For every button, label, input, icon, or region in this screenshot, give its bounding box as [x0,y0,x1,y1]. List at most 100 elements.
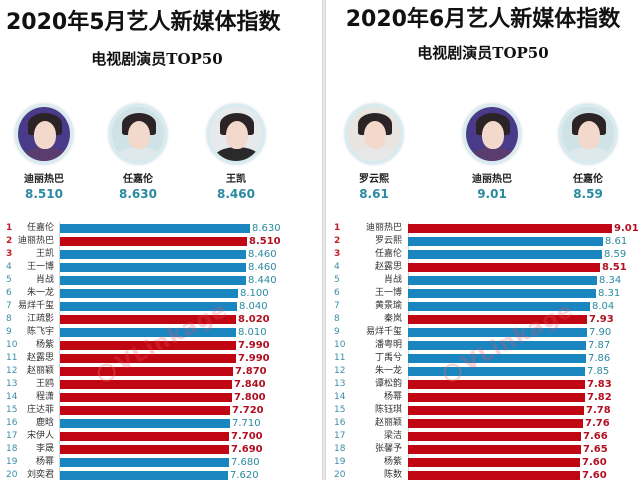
value-label: 7.76 [585,418,610,429]
artist-name: 谭松韵 [374,379,402,389]
chart-row: 9 易烊千玺 7.90 [326,326,640,339]
value-bar [408,263,600,272]
rank-number: 3 [6,249,13,259]
rank-number: 5 [334,275,340,285]
rank-number: 17 [6,431,18,441]
rank-number: 1 [6,223,13,233]
value-label: 8.460 [248,262,277,273]
chart-row: 7 易烊千玺 8.040 [0,300,322,313]
rank-number: 4 [334,262,340,272]
value-bar [408,237,603,246]
value-label: 7.78 [586,405,611,416]
value-label: 7.990 [238,340,270,351]
top3-score: 8.510 [25,187,63,201]
chart-axis-line [59,222,60,480]
chart-row: 7 黄景瑜 8.04 [326,300,640,313]
rank-number: 9 [334,327,340,337]
chart-row: 17 宋伊人 7.700 [0,430,322,443]
panel-title: 2020年5月艺人新媒体指数 [6,10,281,35]
chart-row: 4 赵露思 8.51 [326,261,640,274]
rank-number: 20 [6,470,18,480]
rank-number: 10 [6,340,18,350]
artist-name: 赵丽颖 [374,418,402,428]
value-bar [408,328,587,337]
artist-name: 迪丽热巴 [17,236,54,246]
rank-number: 11 [6,353,18,363]
value-bar [408,224,612,233]
chart-row: 18 李晟 7.690 [0,443,322,456]
panel-subtitle: 电视剧演员TOP50 [417,44,549,62]
value-label: 8.04 [592,301,615,312]
rank-number: 12 [6,366,18,376]
value-bar [60,367,233,376]
chart-axis-line [408,222,409,480]
value-bar [60,224,250,233]
artist-name: 罗云熙 [374,236,402,246]
chart-row: 2 迪丽热巴 8.510 [0,235,322,248]
value-bar [60,393,232,402]
top3-score: 8.630 [119,187,157,201]
value-label: 7.680 [231,457,260,468]
rank-number: 14 [6,392,18,402]
artist-name: 江疏影 [26,314,54,324]
value-label: 8.61 [605,236,628,247]
rank-number: 8 [334,314,340,324]
artist-name: 黄景瑜 [374,301,402,311]
top3-item: 罗云熙 8.61 [334,104,414,201]
value-label: 7.700 [231,431,263,442]
chart-row: 12 赵丽颖 7.870 [0,365,322,378]
artist-name: 陈钰琪 [374,405,402,415]
top3-item: 任嘉伦 8.630 [98,104,178,201]
artist-name: 陈数 [383,470,402,480]
value-label: 8.040 [239,301,268,312]
chart-row: 6 朱一龙 8.100 [0,287,322,300]
artist-name: 张馨予 [374,444,402,454]
value-label: 8.34 [599,275,622,286]
value-bar [408,276,597,285]
artist-name: 梁洁 [383,431,402,441]
value-bar [408,445,581,454]
artist-name: 任嘉伦 [374,249,402,259]
artist-name: 朱一龙 [374,366,402,376]
value-bar [408,289,596,298]
value-label: 7.87 [588,340,611,351]
artist-name: 杨紫 [35,340,54,350]
top3-name: 罗云熙 [359,174,389,185]
chart-row: 16 鹿晗 7.710 [0,417,322,430]
top3-score: 8.61 [359,187,389,201]
panel-subtitle: 电视剧演员TOP50 [91,50,223,68]
chart-row: 9 陈飞宇 8.010 [0,326,322,339]
value-bar [408,419,583,428]
rank-number: 16 [334,418,346,428]
value-label: 8.460 [248,249,277,260]
value-bar [408,367,585,376]
avatar [345,104,403,164]
chart-row: 4 王一博 8.460 [0,261,322,274]
top3-podium: 迪丽热巴 8.510 任嘉伦 8.630 王凯 8.460 [0,104,322,212]
rank-number: 18 [6,444,18,454]
value-bar [60,419,230,428]
june-index-panel: 2020年6月艺人新媒体指数 电视剧演员TOP50 罗云熙 8.61 迪丽热巴 9.0… [326,0,640,480]
value-bar [408,432,581,441]
artist-name: 王一博 [26,262,54,272]
chart-row: 2 罗云熙 8.61 [326,235,640,248]
value-bar [408,471,580,480]
chart-row: 3 任嘉伦 8.59 [326,248,640,261]
chart-row: 5 肖战 8.440 [0,274,322,287]
artist-name: 肖战 [35,275,54,285]
artist-name: 杨幂 [35,457,54,467]
value-bar [60,289,238,298]
value-label: 8.100 [240,288,269,299]
rank-number: 3 [334,249,341,259]
rank-number: 6 [6,288,12,298]
rank-number: 17 [334,431,346,441]
artist-name: 潘粤明 [374,340,402,350]
artist-name: 朱一龙 [26,288,54,298]
value-bar [408,250,602,259]
chart-row: 13 王鸥 7.840 [0,378,322,391]
artist-name: 肖战 [383,275,402,285]
value-label: 7.65 [583,444,608,455]
chart-row: 17 梁洁 7.66 [326,430,640,443]
chart-row: 12 朱一龙 7.85 [326,365,640,378]
rank-number: 13 [6,379,18,389]
